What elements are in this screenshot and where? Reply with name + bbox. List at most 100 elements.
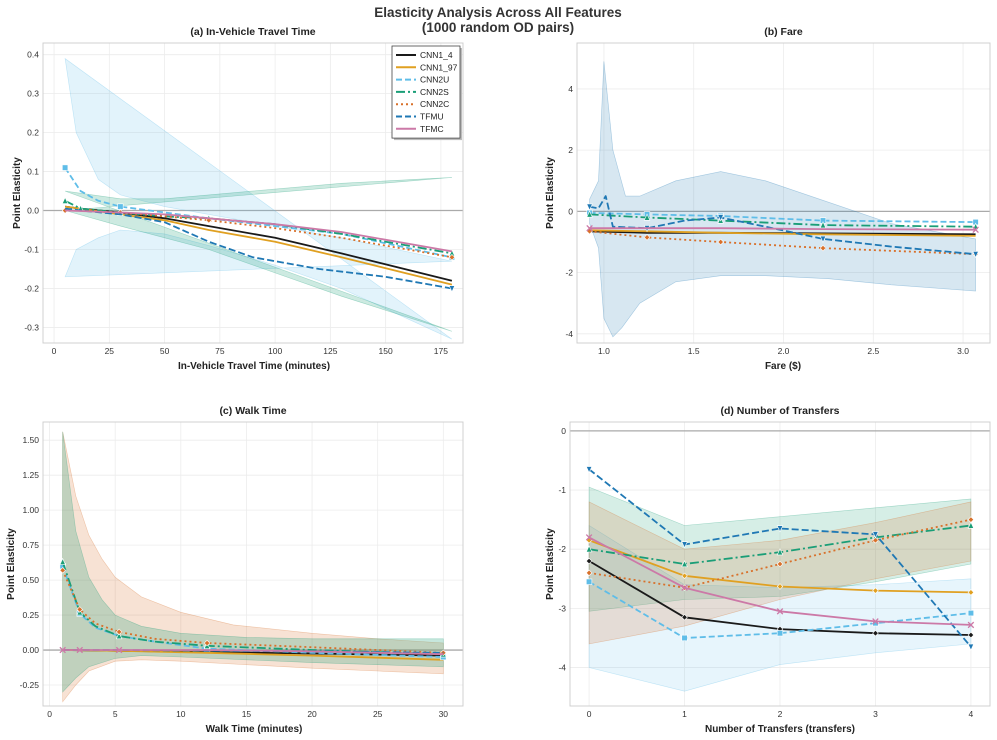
panel-title: (c) Walk Time	[219, 405, 286, 417]
y-tick-label: 0.2	[27, 128, 39, 138]
point-marker-cnn1_97	[776, 583, 784, 590]
panel-1: 0 25 50 75 100 125 150 175 -0.3 -0.2 -0.1 0.0 0.1 0.2…	[12, 26, 464, 372]
legend-label-cnn2u: CNN2U	[420, 75, 449, 85]
x-tick-label: 50	[160, 346, 170, 356]
point-marker-tfmu	[586, 203, 593, 211]
x-tick-label: 1.5	[688, 346, 700, 356]
point-marker-cnn2s	[115, 632, 123, 640]
panel-title: (d) Number of Transfers	[720, 405, 839, 417]
point-marker-tfmc	[59, 646, 66, 654]
point-marker-tfmu	[717, 214, 724, 222]
y-tick-label: 0	[561, 426, 566, 436]
point-marker-cnn2u	[681, 634, 688, 642]
y-tick-label: 0.0	[27, 206, 39, 216]
x-tick-label: 150	[379, 346, 393, 356]
y-tick-label: -4	[565, 329, 573, 339]
y-tick-label: 0.4	[27, 50, 39, 60]
x-tick-label: 1.0	[598, 346, 610, 356]
point-marker-cnn2c	[967, 516, 975, 523]
y-tick-label: 1.50	[22, 435, 39, 445]
point-marker-tfmc	[681, 584, 688, 591]
series-line-tfmu	[588, 468, 972, 648]
x-tick-label: 1	[682, 709, 687, 719]
y-axis-label: Point Elasticity	[6, 528, 17, 600]
x-axis-label: In-Vehicle Travel Time (minutes)	[178, 361, 330, 372]
plot-content	[43, 431, 463, 703]
point-marker-cnn2c	[643, 234, 651, 241]
point-marker-cnn2c	[448, 254, 456, 261]
x-tick-label: 3	[873, 709, 878, 719]
series-line-tfmc	[65, 209, 453, 253]
plot-frame	[42, 421, 464, 707]
point-marker-tfmu	[585, 466, 593, 474]
point-marker-cnn2c	[819, 244, 827, 252]
y-axis-label: Point Elasticity	[545, 157, 556, 229]
plot-frame	[569, 421, 991, 707]
point-marker-cnn1_4	[967, 631, 975, 639]
point-marker-cnn1_97	[681, 572, 688, 580]
point-marker-cnn2u	[62, 164, 69, 171]
point-marker-cnn2u	[585, 578, 593, 585]
y-tick-label: 0.25	[22, 610, 39, 620]
x-tick-label: 100	[268, 346, 282, 356]
point-marker-cnn1_4	[872, 630, 879, 637]
x-axis-label: Number of Transfers (transfers)	[705, 724, 855, 735]
point-marker-cnn2c	[872, 537, 879, 544]
point-marker-tfmu	[681, 541, 688, 549]
legend-label-cnn2s: CNN2S	[420, 87, 449, 97]
x-tick-label: 0	[52, 346, 57, 356]
y-tick-label: 0	[568, 206, 573, 216]
point-marker-cnn2s	[586, 210, 593, 218]
x-tick-label: 3.0	[957, 346, 969, 356]
y-tick-label: 0.1	[27, 167, 39, 177]
x-tick-label: 25	[105, 346, 115, 356]
point-marker-cnn2s	[776, 548, 784, 556]
point-marker-cnn2c	[59, 567, 66, 574]
point-marker-cnn2c	[203, 639, 211, 647]
point-marker-cnn1_4	[681, 614, 688, 621]
x-tick-label: 2.0	[778, 346, 790, 356]
panel-4: 0 1 2 3 4 -4 -3 -2 -1 0 (d) Number of Transfers Num…	[545, 405, 991, 735]
y-tick-label: 4	[568, 84, 573, 94]
plot-content	[43, 57, 463, 340]
legend-label-cnn1_97: CNN1_97	[420, 62, 458, 72]
plot-content	[570, 430, 990, 692]
series-line-cnn2c	[65, 209, 453, 259]
y-tick-label: -0.25	[20, 680, 40, 690]
y-tick-label: -3	[558, 603, 566, 613]
panel-3: 0 5 10 15 20 25 30 -0.25 0.00 0.25 0.50 0.75 1.00 1.2…	[6, 405, 464, 735]
legend-label-cnn1_4: CNN1_4	[420, 50, 453, 60]
point-marker-cnn2u	[872, 620, 879, 627]
series-line-cnn2c	[61, 569, 444, 654]
point-marker-tfmu	[819, 235, 827, 243]
point-marker-cnn1_97	[872, 587, 879, 594]
legend-label-cnn2c: CNN2C	[420, 99, 449, 109]
series-line-cnn2s	[64, 199, 453, 255]
plot-frame	[576, 42, 991, 344]
x-axis-label: Fare ($)	[765, 361, 801, 372]
x-tick-label: 2	[778, 709, 783, 719]
point-marker-tfmc	[872, 618, 879, 625]
confidence-band-cnn2u	[64, 57, 453, 340]
y-tick-label: -4	[558, 663, 566, 673]
legend-label-tfmu: TFMU	[420, 112, 444, 122]
plot-content	[577, 61, 990, 338]
series-line-tfmc	[589, 227, 976, 231]
x-tick-label: 0	[47, 709, 52, 719]
y-tick-label: -0.3	[24, 322, 39, 332]
point-marker-cnn2c	[717, 238, 724, 246]
point-marker-cnn2c	[76, 606, 83, 613]
y-tick-label: 0.00	[22, 645, 39, 655]
panel-title: (a) In-Vehicle Travel Time	[190, 26, 315, 38]
point-marker-tfmu	[776, 525, 784, 533]
series-line-tfmc	[62, 649, 444, 656]
figure-title-line-1: Elasticity Analysis Across All Features	[374, 5, 622, 20]
y-tick-label: -1	[558, 485, 566, 495]
point-marker-tfmc	[76, 646, 84, 654]
point-marker-tfmc	[972, 226, 979, 233]
point-marker-cnn2c	[776, 560, 784, 568]
y-tick-label: 0.3	[27, 89, 39, 99]
y-tick-label: 1.25	[22, 470, 39, 480]
x-tick-label: 30	[439, 709, 449, 719]
